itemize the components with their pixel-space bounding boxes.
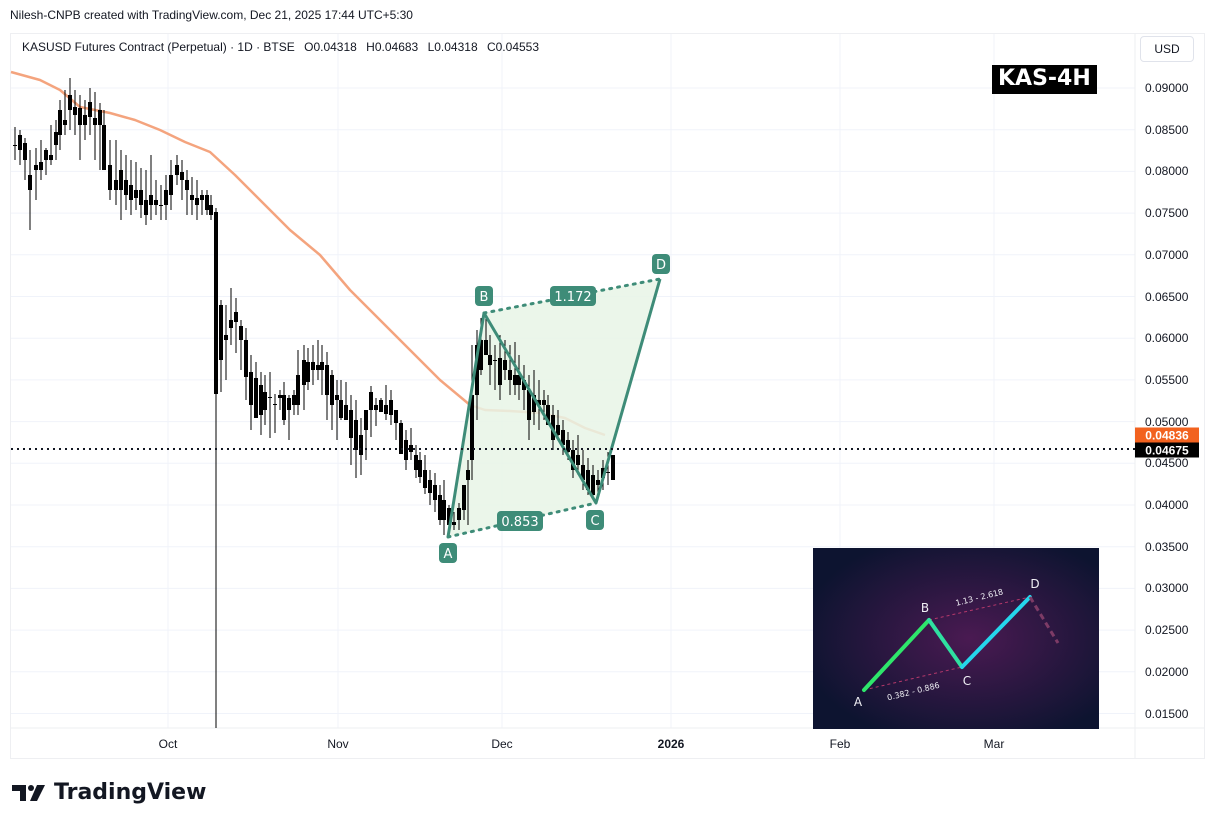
ohlc-low: L0.04318: [427, 40, 478, 54]
price-axis-label: 0.07000: [1145, 247, 1189, 262]
price-axis-label: 0.04500: [1145, 456, 1189, 471]
price-axis-label: 0.06500: [1145, 289, 1189, 304]
price-axis-label: 0.03000: [1145, 581, 1189, 596]
svg-text:B: B: [921, 601, 929, 615]
pattern-fill: [448, 279, 660, 537]
tradingview-logo[interactable]: TradingView: [12, 780, 206, 805]
currency-button[interactable]: USD: [1140, 36, 1194, 62]
price-axis-label: 0.08000: [1145, 164, 1189, 179]
time-axis-label: Feb: [829, 737, 851, 751]
time-axis-label: Oct: [158, 737, 178, 751]
pattern-label: D: [652, 254, 670, 274]
svg-text:A: A: [854, 695, 863, 709]
price-axis-label: 0.03500: [1145, 539, 1189, 554]
price-axis-label: 0.02000: [1145, 664, 1189, 679]
price-axis-label: 0.05500: [1145, 372, 1189, 387]
chart-credit: Nilesh-CNPB created with TradingView.com…: [10, 8, 413, 22]
last-price-tag: 0.04675: [1135, 442, 1199, 458]
price-axis-label: 0.06000: [1145, 331, 1189, 346]
time-axis-label: Mar: [983, 737, 1005, 751]
svg-text:1.172: 1.172: [554, 290, 591, 305]
svg-text:A: A: [444, 547, 453, 562]
pattern-label: B: [475, 286, 493, 306]
svg-text:B: B: [480, 290, 489, 305]
price-axis-label: 0.04000: [1145, 498, 1189, 512]
symbol-name: KASUSD Futures Contract (Perpetual) · 1D…: [22, 40, 295, 54]
price-axis-label: 0.02500: [1145, 623, 1189, 638]
svg-text:D: D: [656, 258, 666, 273]
ohlc-close: C0.04553: [486, 40, 540, 54]
price-axis-label: 0.05000: [1145, 414, 1189, 429]
svg-text:C: C: [590, 514, 599, 529]
price-axis-label: 0.09000: [1145, 81, 1189, 95]
pattern-label: 1.172: [550, 286, 596, 306]
time-axis-label: Dec: [491, 737, 513, 751]
ohlc-high: H0.04683: [366, 40, 419, 54]
ohlc-open: O0.04318: [304, 40, 357, 54]
tradingview-wordmark: TradingView: [54, 780, 207, 805]
ma-price-tag: 0.04836: [1135, 427, 1199, 443]
title-badge: KAS-4H: [992, 65, 1097, 94]
pattern-labels: A B C D 0.853 1.172: [439, 254, 670, 563]
tradingview-logo-icon: [12, 784, 45, 801]
svg-text:C: C: [963, 674, 971, 688]
time-axis-label: Nov: [327, 737, 349, 751]
svg-text:0.853: 0.853: [501, 515, 538, 530]
pattern-label: A: [439, 543, 457, 563]
pattern-label: 0.853: [497, 511, 543, 531]
price-axis-label: 0.01500: [1145, 706, 1189, 721]
price-axis-label: 0.08500: [1145, 122, 1189, 137]
pattern-label: C: [586, 510, 604, 530]
symbol-legend[interactable]: KASUSD Futures Contract (Perpetual) · 1D…: [22, 40, 545, 54]
price-axis-label: 0.07500: [1145, 206, 1189, 221]
chart-frame: [10, 33, 1205, 759]
svg-text:D: D: [1030, 577, 1039, 591]
time-axis-label: 2026: [657, 737, 685, 751]
